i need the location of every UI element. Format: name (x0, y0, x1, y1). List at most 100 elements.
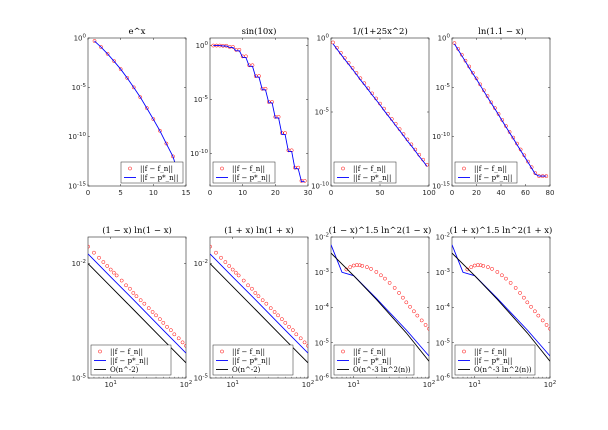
x-tick-label: 5 (118, 189, 122, 197)
y-tick-label: 10-5 (315, 108, 330, 117)
data-point-1 (214, 250, 218, 255)
legend-box (454, 344, 536, 376)
data-point-1 (298, 336, 303, 341)
y-tick-label: 10-10 (311, 182, 329, 191)
legend-marker (462, 166, 466, 171)
y-tick-label: 10-4 (436, 303, 451, 312)
data-point-1 (360, 263, 365, 268)
data-point-1 (138, 95, 143, 100)
legend: ||f − f_n||||f − p*_n||O(n^-2) (212, 344, 294, 376)
y-tick-label: 10-6 (436, 374, 451, 383)
data-point-1 (180, 340, 185, 345)
series-line-2 (213, 45, 305, 183)
legend-label: ||f − p*_n|| (140, 174, 178, 182)
plot-area (331, 40, 429, 167)
data-point-1 (253, 291, 258, 295)
legend-label: ||f − p*_n|| (474, 357, 512, 365)
legend-label: O(n^-3 ln^2(n)) (353, 366, 411, 374)
legend-marker (220, 166, 224, 171)
plot-area (452, 41, 549, 178)
data-point-1 (374, 270, 379, 274)
data-point-1 (522, 295, 526, 300)
legend-box (454, 161, 518, 184)
data-point-1 (302, 178, 307, 183)
data-point-1 (518, 291, 522, 295)
data-point-1 (287, 324, 291, 329)
data-point-1 (131, 291, 136, 295)
chart-panel-6: 101 102 10-2 10-5 (1 + x) ln(1 + x) ||f − f_n… (194, 225, 315, 389)
series-line-3 (452, 252, 550, 362)
data-point-1 (241, 278, 246, 283)
chart-panel-4: 0 20 40 60 80 100 10-5 10-10 10-15 ln(1.1 − x) ||f… (432, 26, 554, 197)
data-point-1 (124, 283, 128, 288)
data-point-1 (144, 106, 149, 110)
data-point-1 (264, 301, 269, 306)
data-point-1 (161, 320, 166, 325)
data-point-1 (231, 45, 235, 49)
axes-box (209, 37, 309, 187)
data-point-1 (219, 255, 223, 260)
y-tick-label: 10-2 (72, 259, 86, 268)
plot-area (331, 244, 429, 362)
chart-panel-5: 101 102 10-2 10-5 (1 − x) ln(1 − x) ||f − f_n… (72, 225, 193, 389)
legend: ||f − f_n||||f − p*_n|| (212, 161, 276, 184)
data-point-1 (357, 263, 362, 268)
legend-box (212, 161, 276, 184)
data-point-1 (92, 250, 96, 255)
data-point-1 (536, 313, 541, 318)
data-point-1 (504, 276, 508, 281)
data-point-1 (154, 313, 158, 318)
data-point-1 (230, 267, 235, 272)
data-point-1 (111, 270, 116, 275)
data-point-1 (280, 317, 284, 321)
legend-label: ||f − p*_n|| (474, 174, 512, 182)
plot-area (452, 244, 550, 362)
data-point-1 (246, 283, 250, 288)
data-point-1 (401, 295, 405, 300)
legend-label: ||f − p*_n|| (232, 174, 270, 182)
chart-panel-8: 101 102 10-2 10-3 10-4 10-5 10-6 (1 + x)^1.5 ln… (436, 225, 557, 389)
legend-label: ||f − f_n|| (474, 165, 507, 173)
data-point-1 (294, 332, 299, 337)
data-point-1 (513, 286, 518, 290)
data-point-1 (236, 273, 241, 278)
data-point-1 (105, 51, 110, 56)
data-point-1 (108, 267, 113, 272)
data-point-1 (99, 45, 103, 49)
legend-label: ||f − p*_n|| (110, 357, 148, 365)
legend-label: ||f − f_n|| (232, 165, 265, 173)
data-point-1 (125, 76, 130, 80)
data-point-1 (142, 301, 147, 306)
x-tick-label: 100 (422, 189, 435, 197)
y-tick-label: 10-10 (190, 149, 208, 158)
legend-label: ||f − f_n|| (353, 165, 386, 173)
data-point-1 (508, 281, 513, 285)
x-tick-label: 102 (544, 380, 556, 389)
data-point-1 (533, 171, 538, 176)
x-tick-label: 0 (329, 189, 333, 197)
y-tick-label: 100 (438, 34, 451, 43)
data-point-1 (529, 304, 533, 309)
data-point-1 (112, 59, 116, 64)
data-point-1 (412, 309, 416, 314)
data-point-1 (276, 313, 280, 318)
x-tick-label: 20 (271, 189, 280, 197)
y-tick-label: 10-2 (194, 259, 208, 268)
legend-marker (341, 166, 345, 171)
chart-title: (1 − x) ln(1 − x) (102, 225, 172, 236)
x-tick-label: 60 (521, 189, 530, 197)
x-tick-label: 80 (546, 189, 555, 197)
data-point-1 (415, 313, 420, 318)
data-point-1 (128, 286, 132, 291)
legend-marker (462, 349, 466, 354)
chart-panel-2: 0 10 20 30 100 10-5 10-10 sin(10x) ||f − f_n||||… (190, 26, 312, 197)
y-tick-label: 10-10 (68, 132, 86, 141)
chart-title: (1 − x)^1.5 ln^2(1 − x) (329, 225, 432, 236)
data-point-1 (486, 265, 490, 269)
data-point-1 (223, 260, 228, 264)
legend-label: O(n^-2) (232, 366, 261, 374)
data-point-1 (101, 260, 106, 264)
legend-label: ||f − p*_n|| (232, 357, 270, 365)
x-tick-label: 0 (86, 189, 90, 197)
